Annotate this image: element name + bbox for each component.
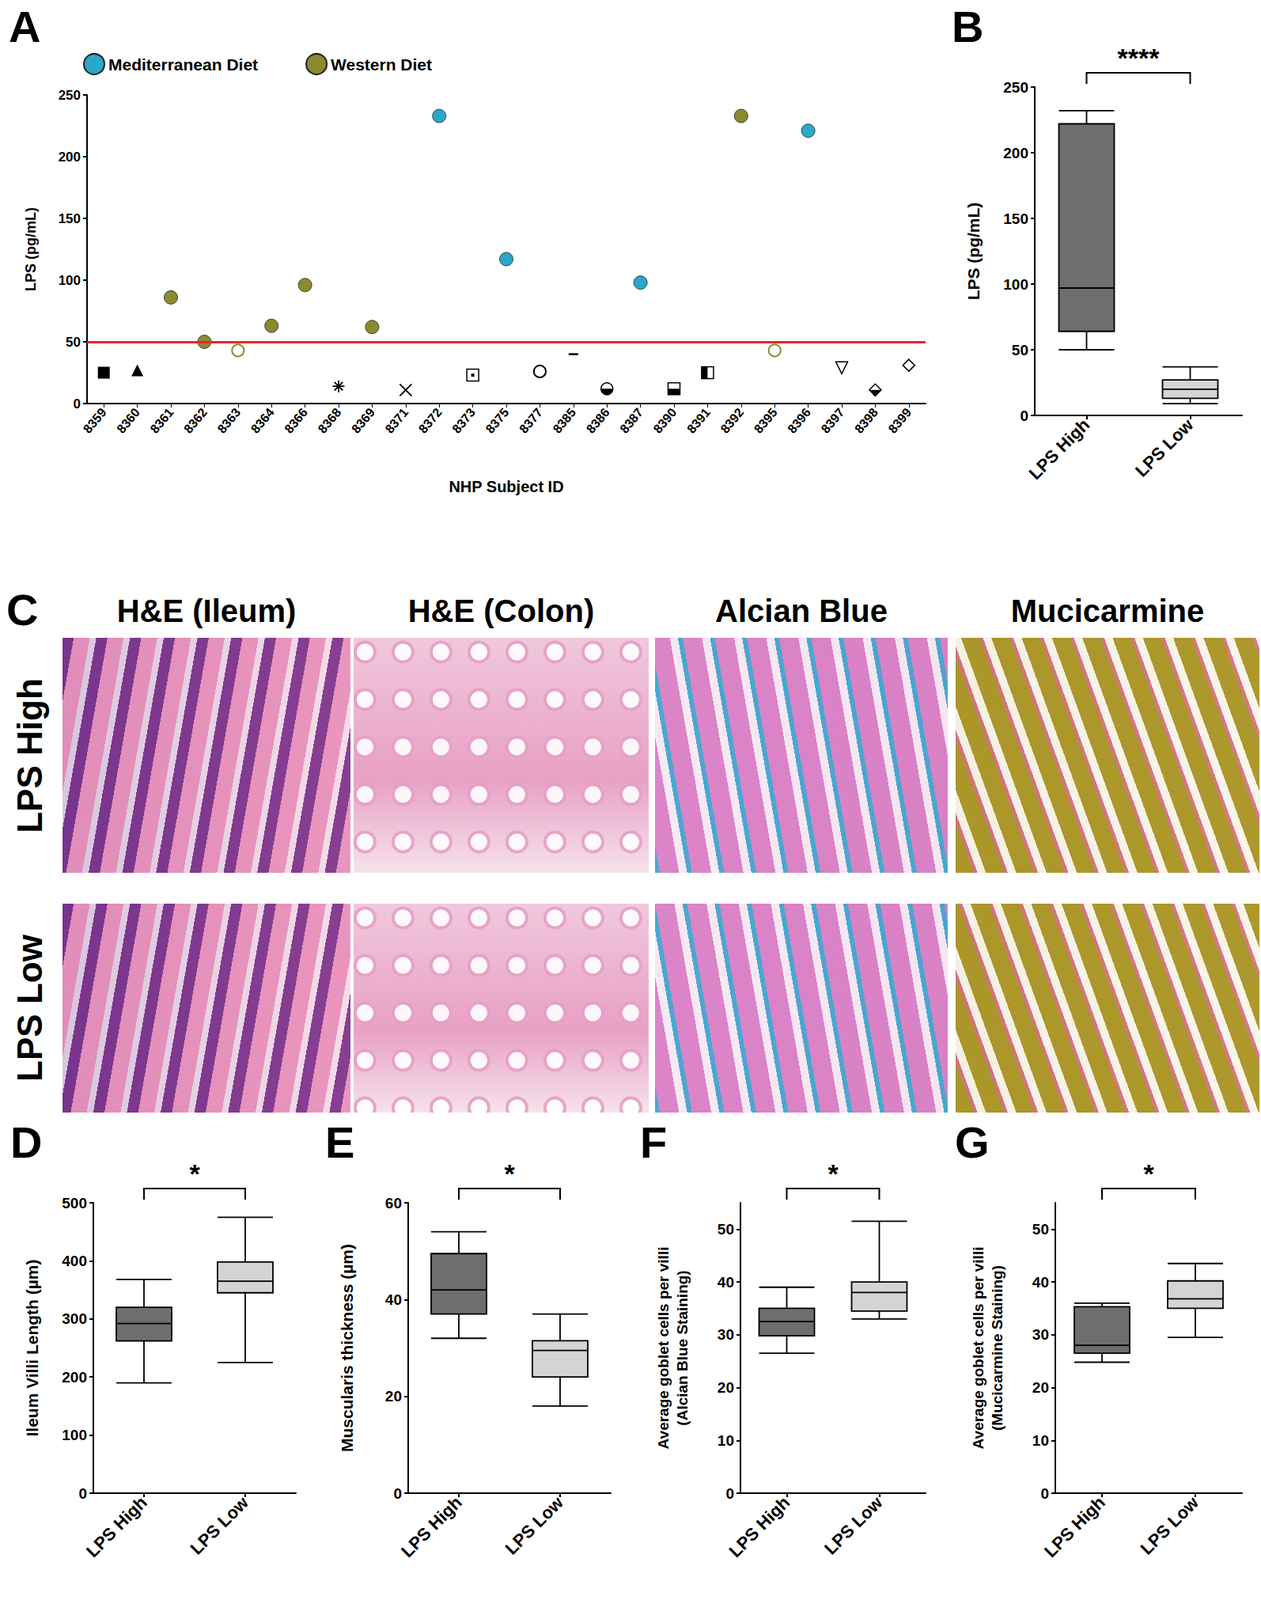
svg-text:B: B	[951, 1, 984, 52]
svg-text:Ileum Villi Length (µm): Ileum Villi Length (µm)	[22, 1258, 42, 1436]
svg-text:100: 100	[1003, 276, 1029, 293]
svg-text:200: 200	[58, 149, 81, 165]
html-text:LPS Low: LPS Low	[10, 934, 50, 1082]
svg-text:20: 20	[385, 1387, 402, 1405]
svg-text:Muscularis thickness (µm): Muscularis thickness (µm)	[337, 1243, 356, 1452]
svg-text:Average goblet cells per villi: Average goblet cells per villi	[655, 1246, 672, 1450]
svg-text:150: 150	[58, 211, 81, 227]
svg-text:8359: 8359	[80, 405, 110, 436]
svg-text:8386: 8386	[583, 405, 613, 436]
svg-text:Western Diet: Western Diet	[330, 55, 432, 74]
svg-text:LPS (pg/mL): LPS (pg/mL)	[22, 207, 39, 292]
svg-text:*: *	[827, 1158, 839, 1189]
svg-text:8396: 8396	[784, 405, 814, 436]
svg-text:G: G	[954, 1117, 990, 1167]
svg-text:NHP Subject ID: NHP Subject ID	[448, 477, 564, 496]
svg-text:LPS Low: LPS Low	[186, 1491, 254, 1559]
html-text:H&E (Ileum): H&E (Ileum)	[116, 593, 297, 629]
svg-text:LPS (pg/mL): LPS (pg/mL)	[964, 202, 983, 301]
svg-text:50: 50	[717, 1220, 735, 1238]
svg-text:8385: 8385	[549, 405, 579, 436]
svg-text:20: 20	[717, 1378, 735, 1396]
svg-text:100: 100	[61, 1426, 88, 1443]
svg-text:LPS High: LPS High	[1025, 414, 1095, 484]
svg-text:0: 0	[393, 1484, 402, 1502]
svg-text:8371: 8371	[382, 405, 411, 436]
svg-text:40: 40	[717, 1273, 735, 1291]
svg-text:8372: 8372	[416, 405, 445, 436]
svg-text:150: 150	[1003, 210, 1029, 228]
svg-text:50: 50	[1032, 1220, 1049, 1238]
svg-text:A: A	[8, 1, 41, 52]
svg-text:8395: 8395	[751, 405, 781, 436]
svg-text:8369: 8369	[348, 405, 378, 436]
svg-text:8360: 8360	[113, 405, 143, 436]
svg-text:500: 500	[61, 1194, 88, 1212]
html-text:Mucicarmine: Mucicarmine	[1010, 593, 1205, 629]
html-text:H&E (Colon): H&E (Colon)	[407, 593, 595, 629]
svg-text:8392: 8392	[717, 405, 746, 436]
svg-text:60: 60	[385, 1194, 402, 1212]
svg-text:8361: 8361	[147, 405, 177, 436]
svg-text:20: 20	[1032, 1378, 1049, 1396]
svg-text:30: 30	[1032, 1325, 1049, 1343]
svg-text:LPS Low: LPS Low	[1136, 1491, 1204, 1559]
svg-text:40: 40	[1032, 1273, 1049, 1291]
svg-text:50: 50	[65, 334, 81, 350]
svg-text:300: 300	[61, 1310, 88, 1327]
svg-text:30: 30	[717, 1325, 735, 1343]
svg-text:8397: 8397	[818, 405, 848, 436]
svg-text:LPS High: LPS High	[725, 1491, 795, 1561]
svg-text:250: 250	[58, 87, 81, 103]
svg-text:200: 200	[61, 1368, 88, 1386]
svg-text:LPS High: LPS High	[1040, 1491, 1110, 1561]
svg-text:0: 0	[725, 1484, 735, 1502]
svg-text:*: *	[189, 1158, 201, 1189]
svg-text:8391: 8391	[684, 405, 713, 436]
svg-text:8373: 8373	[449, 405, 478, 436]
svg-text:0: 0	[78, 1484, 88, 1502]
svg-text:LPS High: LPS High	[82, 1491, 152, 1561]
svg-text:8364: 8364	[248, 405, 277, 436]
svg-text:0: 0	[1040, 1484, 1049, 1502]
svg-text:8398: 8398	[852, 405, 881, 436]
svg-text:Mediterranean Diet: Mediterranean Diet	[108, 55, 258, 74]
html-text:Alcian Blue: Alcian Blue	[715, 593, 888, 629]
svg-text:D: D	[10, 1117, 42, 1167]
svg-text:Average goblet cells per villi: Average goblet cells per villi	[969, 1246, 987, 1450]
svg-text:8399: 8399	[885, 405, 914, 436]
svg-text:8377: 8377	[516, 405, 546, 436]
svg-text:10: 10	[1032, 1431, 1049, 1449]
svg-text:8366: 8366	[281, 405, 311, 436]
svg-text:40: 40	[385, 1291, 402, 1308]
svg-text:LPS Low: LPS Low	[820, 1491, 887, 1559]
svg-text:*: *	[503, 1158, 516, 1189]
svg-text:400: 400	[61, 1252, 88, 1269]
svg-text:8362: 8362	[181, 405, 210, 436]
svg-text:0: 0	[73, 396, 81, 412]
svg-text:LPS Low: LPS Low	[501, 1491, 569, 1559]
svg-text:*: *	[1143, 1158, 1155, 1189]
svg-text:200: 200	[1003, 144, 1029, 162]
svg-text:0: 0	[1019, 407, 1029, 425]
svg-text:8375: 8375	[483, 405, 512, 436]
svg-text:50: 50	[1011, 341, 1029, 359]
svg-text:E: E	[325, 1117, 355, 1167]
html-text:LPS High: LPS High	[10, 677, 50, 833]
svg-text:8363: 8363	[214, 405, 243, 436]
svg-text:8390: 8390	[651, 405, 680, 436]
svg-text:(Alcian Blue Staining): (Alcian Blue Staining)	[674, 1269, 691, 1425]
svg-text:LPS High: LPS High	[397, 1491, 466, 1561]
svg-text:10: 10	[717, 1431, 735, 1449]
svg-text:250: 250	[1003, 79, 1029, 96]
svg-text:8387: 8387	[617, 405, 646, 436]
svg-text:8368: 8368	[315, 405, 345, 436]
svg-text:****: ****	[1117, 42, 1161, 73]
svg-text:100: 100	[58, 272, 81, 288]
svg-text:LPS Low: LPS Low	[1131, 414, 1198, 481]
html-text:C: C	[6, 584, 39, 635]
svg-text:F: F	[639, 1117, 667, 1167]
svg-text:(Mucicarmine Staining): (Mucicarmine Staining)	[988, 1264, 1006, 1431]
